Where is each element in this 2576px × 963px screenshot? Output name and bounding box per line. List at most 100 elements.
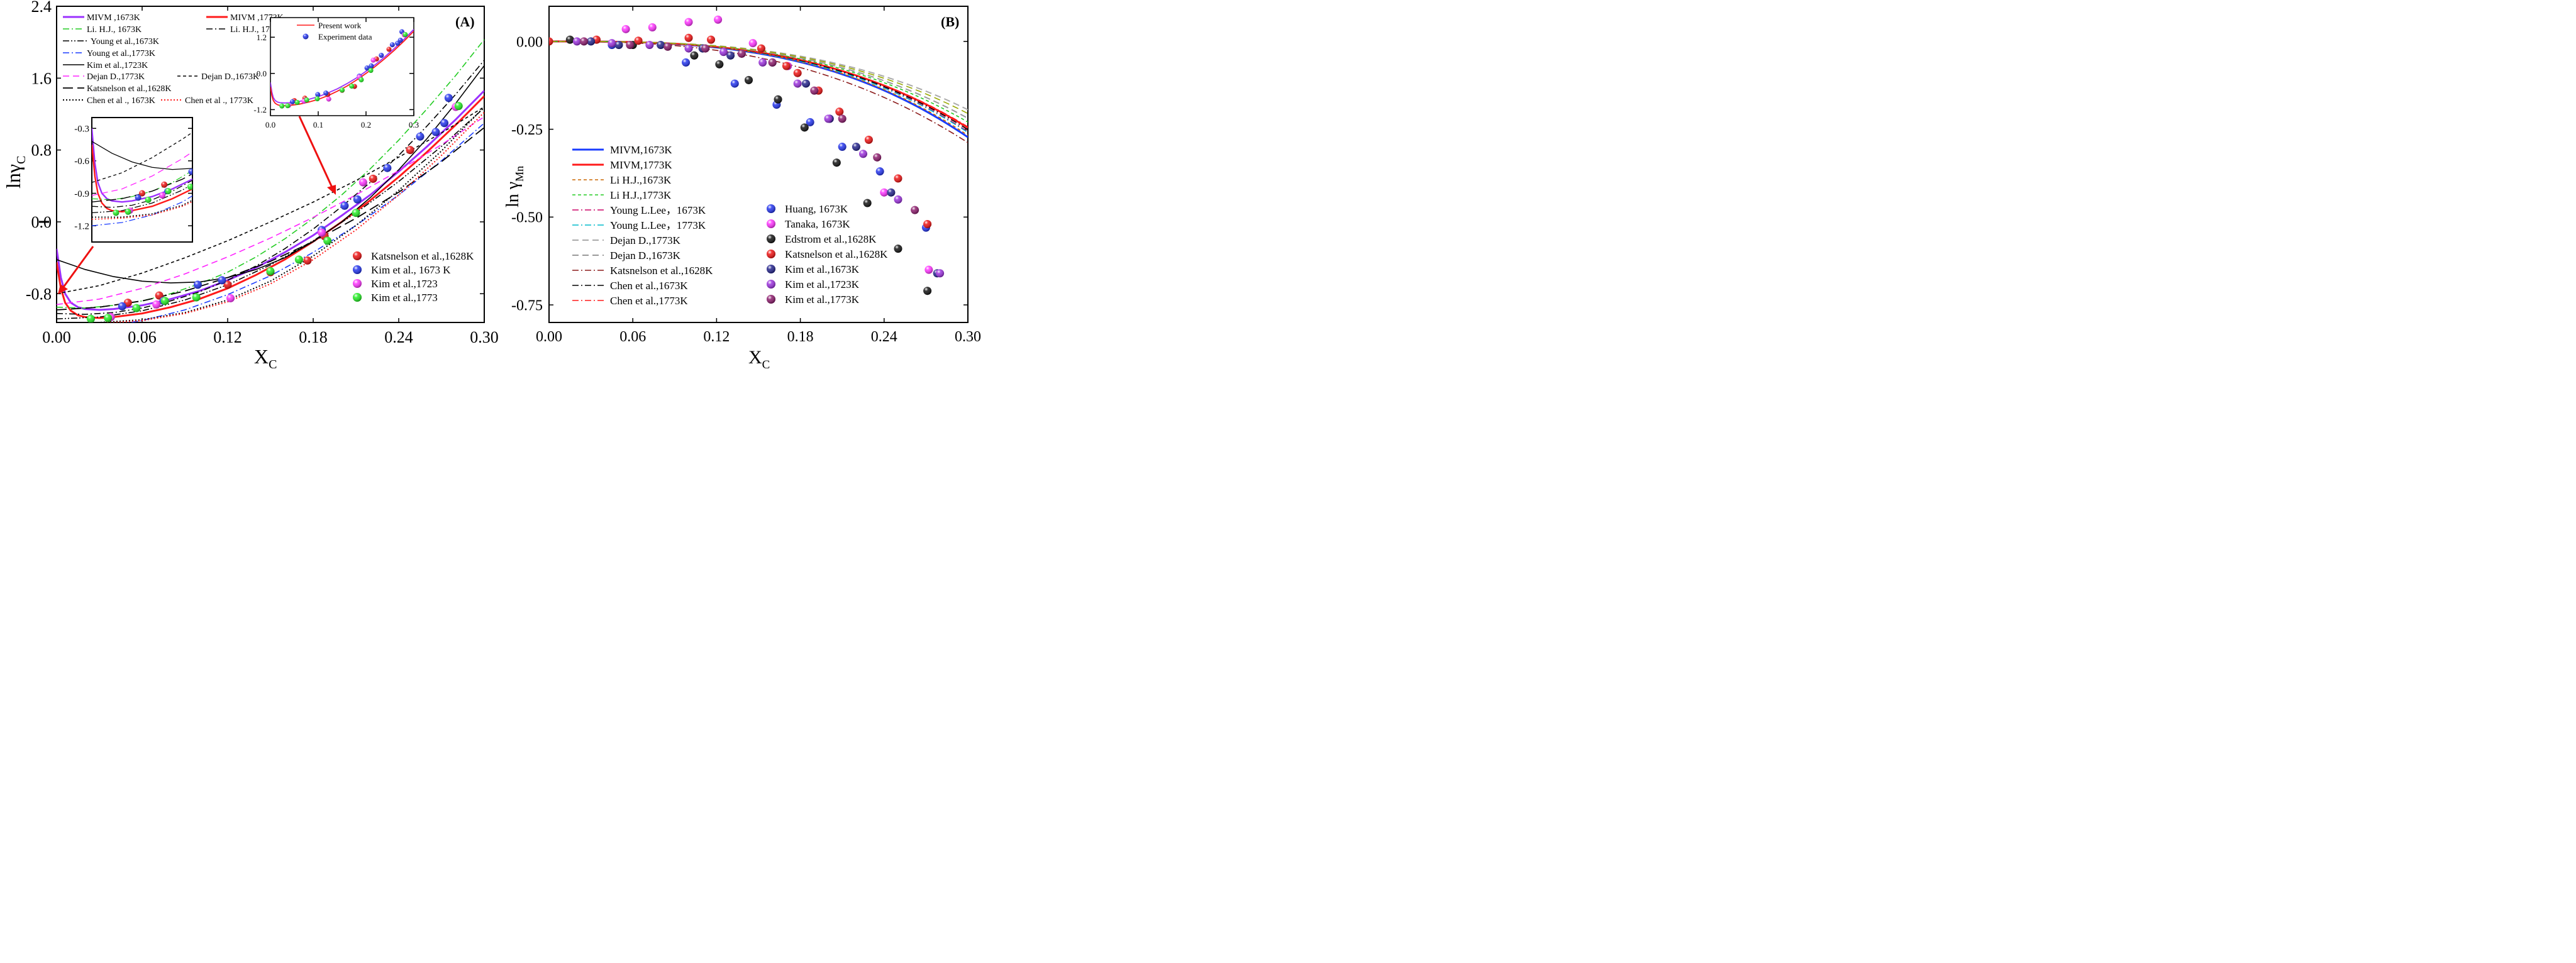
series-line (549, 41, 968, 128)
legend-label: Young et al.,1673K (91, 37, 159, 47)
data-point (416, 132, 425, 141)
data-point-shine (379, 53, 384, 58)
data-point-shine (744, 75, 753, 84)
data-point (684, 44, 693, 53)
x-tick-label: 0.30 (470, 328, 499, 346)
data-point-shine (923, 287, 932, 295)
data-point-shine (223, 280, 232, 289)
data-point (368, 68, 374, 73)
data-point (782, 62, 791, 70)
panel-b-frame (548, 6, 969, 323)
data-point-shine (279, 103, 285, 109)
panel-b-lines (549, 40, 968, 143)
data-point (810, 86, 819, 95)
data-point (880, 188, 889, 197)
data-point (924, 265, 933, 274)
legend-label: Chen et al ., 1773K (185, 96, 253, 106)
series-line (92, 144, 192, 213)
data-point (894, 174, 902, 183)
data-point-shine (294, 99, 300, 105)
legend-point (767, 280, 775, 289)
arrows (58, 116, 336, 294)
data-point-shine (634, 36, 643, 45)
data-point-shine (431, 128, 440, 136)
data-point-shine (323, 236, 332, 245)
data-point-shine (370, 57, 376, 63)
data-point-shine (690, 51, 699, 60)
legend-label: Young et al.,1773K (87, 49, 155, 58)
data-point (565, 35, 574, 44)
data-point (192, 293, 201, 302)
data-point (118, 302, 126, 311)
legend-label: Dejan D.,1673K (610, 250, 681, 261)
data-point (911, 206, 919, 214)
data-point-shine (880, 188, 889, 197)
data-point (294, 255, 303, 264)
data-point-shine (135, 194, 142, 201)
data-point (369, 63, 374, 69)
data-point-shine (386, 47, 392, 52)
panel-b-legend: MIVM,1673K MIVM,1773K Li H.J.,1673K Li H.J.… (572, 144, 713, 307)
series-line (549, 40, 968, 119)
inset-right-legend: Present work Experiment data (297, 21, 372, 41)
data-point-shine (621, 25, 630, 33)
data-point-shine (353, 293, 362, 302)
data-point (800, 123, 809, 132)
data-point-shine (758, 58, 767, 67)
x-tick-label: 0.18 (787, 329, 814, 345)
data-point (793, 69, 802, 77)
legend-label: Dejan D.,1773K (87, 72, 145, 82)
data-point (389, 42, 395, 48)
data-point-shine (864, 135, 873, 144)
data-point-shine (188, 168, 192, 175)
data-point (315, 92, 321, 97)
data-point-shine (873, 153, 882, 162)
data-point (701, 44, 710, 53)
data-point-shine (389, 42, 395, 48)
data-point (340, 87, 345, 93)
panel-a-axes: 0.00 0.06 0.12 0.18 0.24 0.30 -0.8 0.0 0.8 1.6 2.4 (26, 0, 499, 346)
data-point-shine (86, 314, 95, 322)
panel-b-label: (B) (941, 14, 959, 30)
data-point-shine (364, 65, 370, 71)
data-point-shine (767, 250, 775, 258)
data-point-shine (160, 297, 169, 305)
data-point (279, 103, 285, 109)
data-point-shine (340, 201, 349, 210)
legend-point-label: Katsnelson et al.,1628K (371, 250, 474, 262)
panel-b: 0.00 0.06 0.12 0.18 0.24 0.30 0.00 -0.25 -0.50 -0… (503, 6, 981, 368)
data-point (323, 91, 329, 96)
figure: 0.00 0.06 0.12 0.18 0.24 0.30 -0.8 0.0 0.8 1.6 2.4… (2, 0, 981, 368)
legend-label: Li. H.J., 1673K (87, 25, 142, 35)
data-point (626, 40, 635, 49)
arrow-right-head (327, 185, 336, 195)
legend-point-label: Kim et al.,1673K (785, 263, 860, 275)
data-point (715, 60, 724, 69)
data-point (663, 42, 672, 51)
legend-point-label: Kim et al.,1773K (785, 294, 860, 305)
y-tick-label: -1.2 (74, 221, 89, 231)
series-line (92, 201, 192, 220)
data-point (873, 153, 882, 162)
y-tick-label: 2.4 (31, 0, 52, 16)
x-tick-label: 0.00 (536, 329, 562, 345)
data-point (682, 58, 691, 67)
data-point-shine (894, 195, 902, 204)
data-point-shine (835, 107, 844, 116)
data-point-shine (165, 188, 172, 195)
data-point (402, 31, 408, 37)
data-point (572, 37, 581, 46)
legend-point (767, 265, 775, 273)
data-point-shine (645, 40, 654, 49)
data-point (340, 201, 349, 210)
legend-label: Kim et al.,1723K (87, 61, 148, 70)
y-tick-label: 1.6 (31, 69, 52, 87)
series-line (57, 65, 484, 283)
data-point (383, 163, 392, 172)
data-point (744, 75, 753, 84)
inset-legend-label: Experiment data (318, 32, 372, 41)
data-point-shine (440, 119, 449, 128)
data-point-shine (352, 209, 360, 217)
arrow-left (62, 246, 94, 289)
